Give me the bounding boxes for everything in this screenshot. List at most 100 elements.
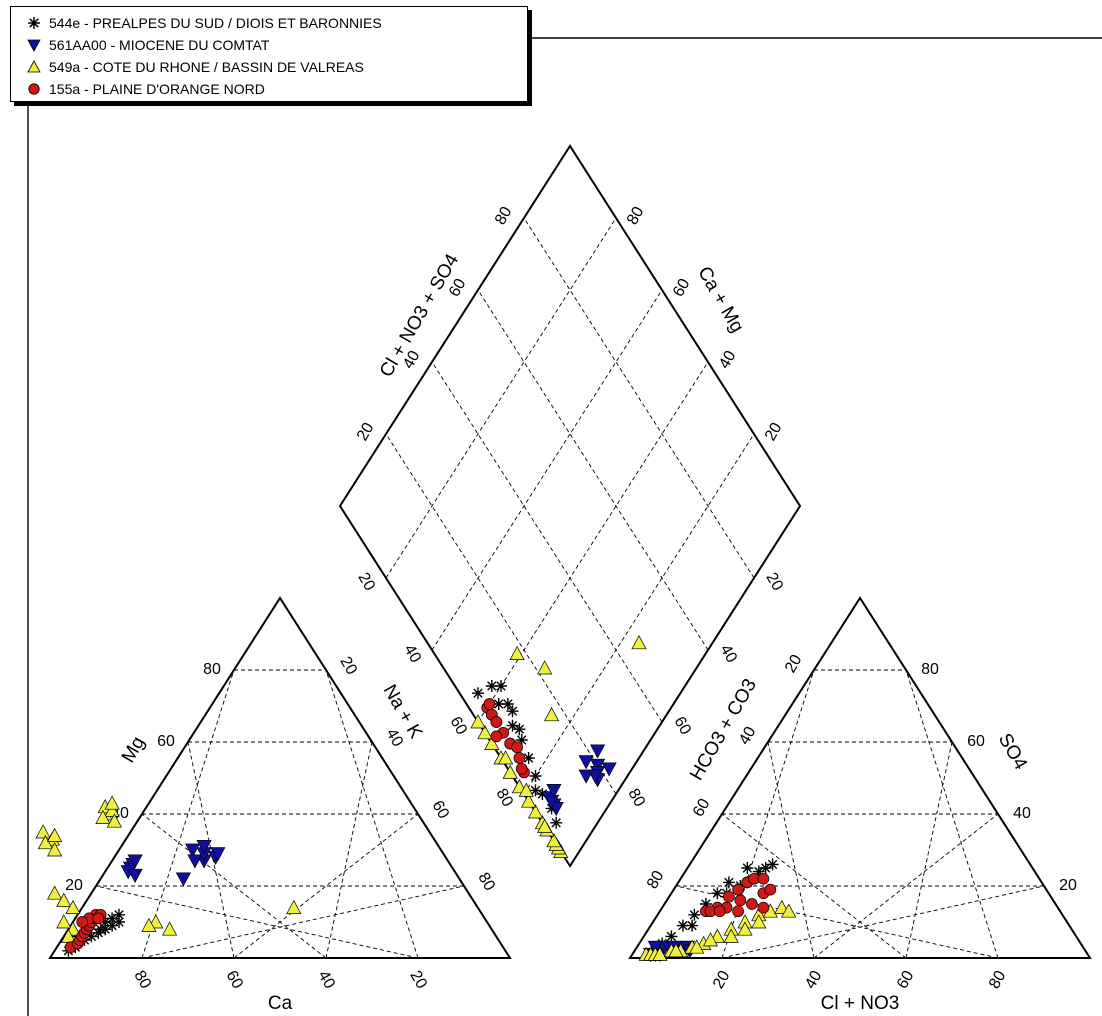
triangle-up-marker (47, 885, 63, 900)
diamond-upper-right-tick: 40 (716, 348, 740, 372)
triangle-up-marker (751, 914, 767, 929)
asterisk-marker (529, 770, 542, 782)
diamond-grid-a (385, 433, 617, 795)
asterisk-marker (506, 705, 519, 718)
asterisk-marker (485, 680, 498, 692)
triangle-up-marker (104, 802, 120, 817)
anion-left-tick: 80 (644, 868, 668, 892)
diamond-grid-a (477, 289, 709, 651)
diamond-grid-b (385, 217, 617, 579)
anion-right-tick: 40 (1013, 805, 1031, 822)
cation-grid-b (325, 669, 419, 959)
triangle-down-icon (27, 39, 41, 52)
triangle-up-marker (162, 921, 178, 936)
triangle-up-marker (689, 939, 705, 954)
anion-bottom-axis-label: Cl + NO3 (821, 993, 900, 1014)
triangle-up-marker (104, 795, 120, 810)
diamond-grid-b (523, 433, 755, 795)
triangle-up-marker (47, 827, 63, 842)
legend-entry-549a: 549a - COTE DU RHONE / BASSIN DE VALREAS (49, 59, 364, 75)
circle-marker (746, 898, 758, 910)
triangle-down-marker (590, 744, 606, 759)
triangle-up-marker (56, 892, 72, 907)
asterisk-marker (686, 919, 699, 932)
triangle-up-marker (544, 707, 560, 722)
triangle-up-marker (521, 793, 537, 808)
circle-marker (734, 894, 747, 907)
asterisk-marker (94, 923, 107, 936)
triangle-up-icon (27, 60, 41, 73)
asterisk-marker (515, 734, 528, 746)
circle-marker (764, 883, 777, 896)
anion-grid-b (813, 813, 999, 959)
legend-entry-544e: 544e - PREALPES DU SUD / DIOIS ET BARONN… (49, 15, 382, 31)
triangle-up-marker (477, 725, 493, 740)
triangle-down-marker (210, 847, 226, 862)
anion-right-tick: 20 (1059, 877, 1077, 894)
diamond-lower-left-tick: 40 (400, 642, 424, 666)
triangle-up-marker (484, 735, 500, 750)
triangle-down-marker (127, 868, 143, 883)
anion-left-tick: 40 (736, 724, 760, 748)
diamond-lower-right-tick: 40 (716, 642, 740, 666)
asterisk-marker (113, 908, 125, 921)
triangle-up-marker (509, 645, 525, 660)
asterisk-icon (28, 17, 40, 29)
cation-left-tick: 20 (65, 877, 83, 894)
asterisk-marker (766, 858, 779, 871)
anion-bottom-tick: 60 (894, 968, 918, 992)
asterisk-marker (106, 919, 119, 932)
cation-grid-a (141, 669, 235, 959)
asterisk-marker (665, 930, 678, 943)
grid-lines (95, 217, 1045, 959)
diamond-lower-right-tick: 60 (670, 714, 694, 738)
diamond-right-axis-label: Ca + Mg (693, 263, 747, 336)
cation-right-tick: 60 (428, 798, 452, 822)
triangle-up-marker (141, 917, 157, 932)
triangle-up-marker (498, 750, 514, 765)
cation-left-tick: 80 (203, 661, 221, 678)
triangle-up-marker (518, 782, 534, 797)
diamond-outline (338, 144, 802, 868)
triangle-down-marker (544, 794, 560, 809)
anion-triangle-outline (628, 596, 1092, 959)
circle-marker (511, 741, 523, 754)
triangle-up-marker (470, 714, 486, 729)
triangle-up-marker (631, 635, 647, 650)
circle-marker (490, 730, 503, 743)
legend-entry-155a: 155a - PLAINE D'ORANGE NORD (49, 81, 265, 97)
diamond-lower-right-tick: 20 (762, 570, 786, 594)
triangle-down-marker (185, 843, 201, 858)
triangle-up-marker (527, 804, 544, 819)
cation-grid-b (141, 885, 465, 959)
circle-marker (76, 916, 89, 928)
cation-bottom-axis-label: Ca (268, 993, 293, 1014)
triangle-down-marker (590, 758, 606, 773)
diagram-outlines (48, 144, 1092, 959)
triangle-up-marker (537, 818, 553, 833)
diamond-lower-left-tick: 60 (446, 714, 470, 738)
triangle-up-marker (106, 813, 122, 828)
triangle-down-marker (578, 755, 594, 770)
asterisk-marker (529, 784, 542, 797)
asterisk-marker (492, 698, 505, 710)
tick-labels: 20 40 60 80 20 40 60 80 80 60 40 20 80 60 40 20 80 60 40 20… (65, 204, 1077, 992)
asterisk-marker (676, 919, 689, 932)
asterisk-marker (536, 788, 549, 800)
anion-bottom-tick: 20 (710, 968, 734, 992)
cation-right-tick: 80 (474, 870, 498, 894)
anion-left-tick: 60 (690, 796, 714, 820)
diamond-grid-b (431, 289, 663, 651)
anion-grid-a (767, 741, 815, 959)
cation-bottom-tick: 20 (406, 968, 430, 992)
cation-grid-b (325, 741, 373, 959)
asterisk-marker (722, 876, 735, 889)
anion-right-tick: 80 (921, 661, 939, 678)
asterisk-marker (759, 862, 772, 874)
legend: 544e - PREALPES DU SUD / DIOIS ET BARONN… (10, 6, 528, 102)
asterisk-marker (92, 926, 105, 939)
triangle-down-marker (187, 854, 203, 869)
triangle-up-marker (537, 660, 553, 675)
triangle-up-marker (47, 842, 63, 857)
